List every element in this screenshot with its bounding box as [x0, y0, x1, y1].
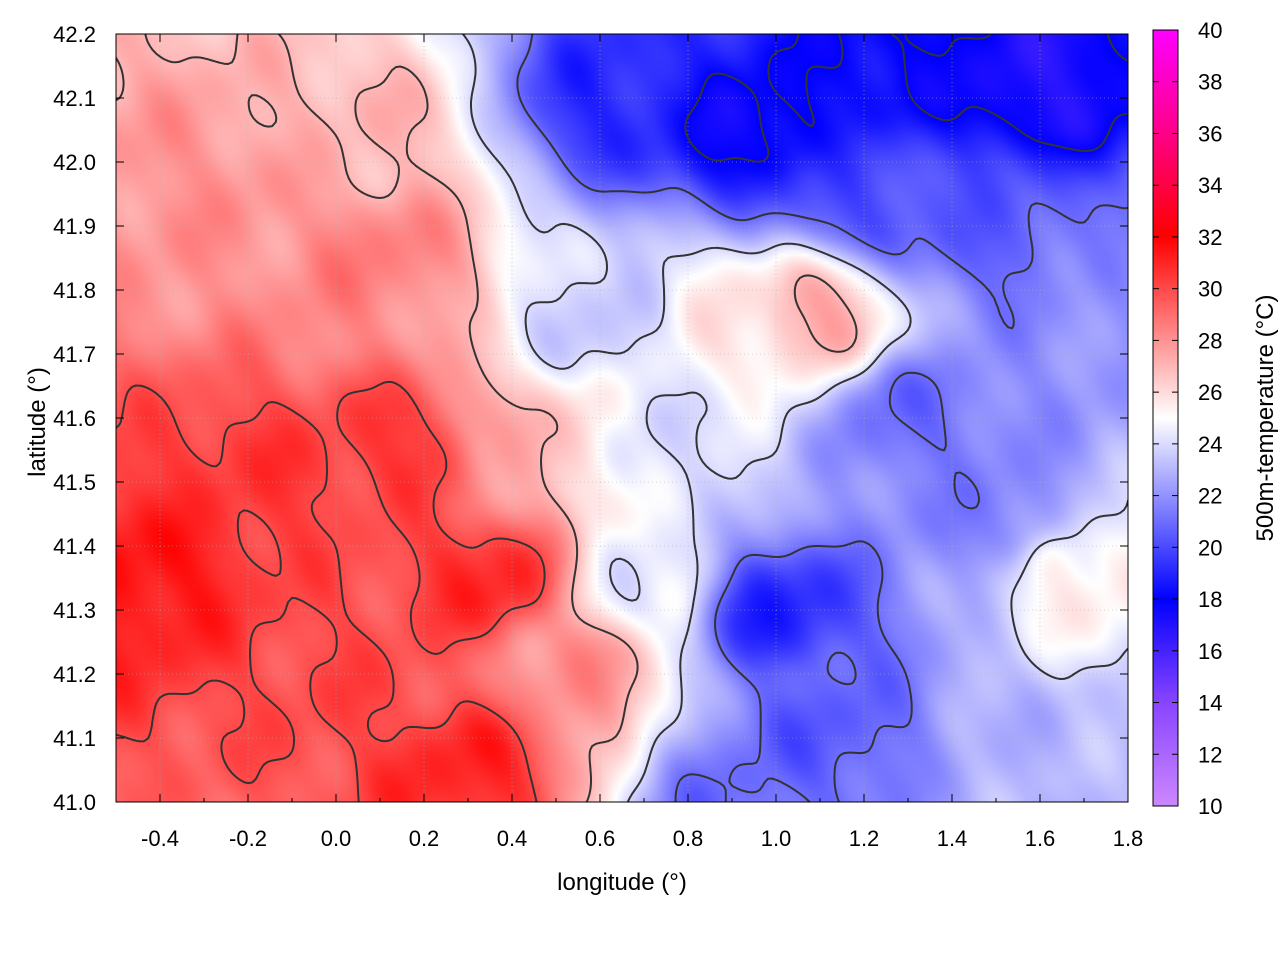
- x-tick-label: 0.2: [409, 826, 440, 851]
- colorbar-tick-label: 28: [1198, 328, 1222, 353]
- contour-line: [516, 34, 1128, 802]
- colorbar-tick-label: 34: [1198, 173, 1222, 198]
- colorbar-tick-label: 30: [1198, 277, 1222, 302]
- x-tick-label: 1.0: [761, 826, 792, 851]
- y-tick-label: 41.0: [53, 790, 96, 815]
- colorbar-tick-label: 12: [1198, 742, 1222, 767]
- y-tick-label: 41.3: [53, 598, 96, 623]
- colorbar-tick-label: 10: [1198, 794, 1222, 819]
- grid-lines: [116, 34, 1128, 802]
- heatmap-plot-area: [116, 34, 1128, 802]
- y-tick-label: 42.1: [53, 86, 96, 111]
- x-tick-label: 0.8: [673, 826, 704, 851]
- colorbar-tick-label: 22: [1198, 484, 1222, 509]
- colorbar-tick-label: 16: [1198, 639, 1222, 664]
- colorbar-label: 500m-temperature (°C): [1252, 294, 1279, 541]
- x-tick-label: 0.4: [497, 826, 528, 851]
- contour-line: [461, 34, 1128, 802]
- y-tick-label: 41.2: [53, 662, 96, 687]
- x-tick-label: 0.6: [585, 826, 616, 851]
- y-tick-label: 42.0: [53, 150, 96, 175]
- colorbar-tick-label: 18: [1198, 587, 1222, 612]
- y-axis: 41.0 41.1 41.2 41.3 41.4 41.5 41.6 41.7 41.8 41.9…: [53, 22, 1128, 815]
- x-tick-label: -0.2: [229, 826, 267, 851]
- x-tick-label: 1.4: [937, 826, 968, 851]
- y-tick-label: 41.9: [53, 214, 96, 239]
- x-axis: -0.4 -0.2 0.0 0.2 0.4 0.6 0.8 1.0 1.2 1.4 1.6 1.8: [115, 34, 1144, 851]
- colorbar-tick-label: 32: [1198, 225, 1222, 250]
- contour-line: [116, 380, 546, 802]
- contour-lines: [116, 34, 1128, 802]
- colorbar-gradient: [1152, 29, 1179, 807]
- x-tick-label: 1.8: [1113, 826, 1144, 851]
- x-tick-label: -0.4: [141, 826, 179, 851]
- colorbar-tick-label: 36: [1198, 121, 1222, 146]
- x-tick-label: 0.0: [321, 826, 352, 851]
- y-tick-label: 41.5: [53, 470, 96, 495]
- colorbar-tick-label: 26: [1198, 380, 1222, 405]
- y-tick-label: 41.8: [53, 278, 96, 303]
- y-axis-label: latitude (°): [24, 367, 51, 477]
- colorbar: 10 12 14 16 18 20 22 24 26 28 30 32 34 36 38 40 500m-te…: [1152, 18, 1279, 819]
- colorbar-ticks: 10 12 14 16 18 20 22 24 26 28 30 32 34 36 38 40: [1153, 18, 1222, 819]
- colorbar-tick-label: 20: [1198, 535, 1222, 560]
- y-tick-label: 41.7: [53, 342, 96, 367]
- y-tick-label: 41.6: [53, 406, 96, 431]
- y-tick-label: 41.4: [53, 534, 96, 559]
- contour-line: [684, 34, 1128, 163]
- contour-line: [116, 34, 858, 802]
- colorbar-tick-label: 40: [1198, 18, 1222, 43]
- x-axis-label: longitude (°): [557, 869, 687, 896]
- x-tick-label: 1.6: [1025, 826, 1056, 851]
- x-tick-label: 1.2: [849, 826, 880, 851]
- colorbar-tick-label: 38: [1198, 70, 1222, 95]
- y-tick-label: 41.1: [53, 726, 96, 751]
- colorbar-tick-label: 14: [1198, 691, 1222, 716]
- y-tick-label: 42.2: [53, 22, 96, 47]
- colorbar-tick-label: 24: [1198, 432, 1222, 457]
